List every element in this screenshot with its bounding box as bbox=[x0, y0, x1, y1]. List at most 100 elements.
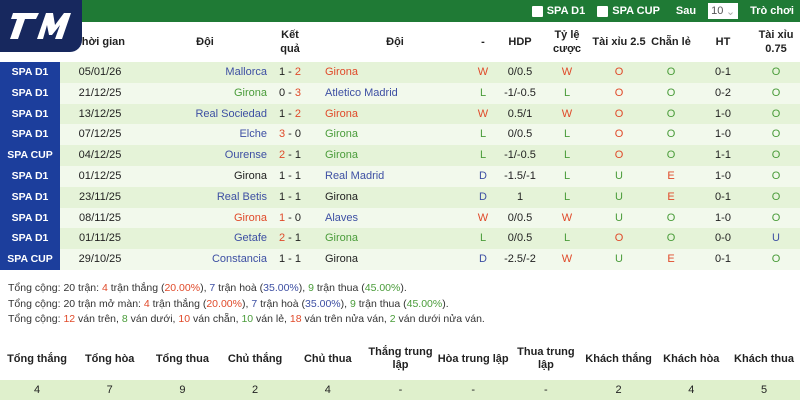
summary-line: Tổng cộng: 20 trận: 4 trận thắng (20.00%… bbox=[8, 282, 407, 294]
date-cell: 01/12/25 bbox=[78, 170, 122, 182]
checkbox[interactable] bbox=[531, 5, 543, 17]
stat-value: 4 bbox=[688, 383, 695, 396]
home-team[interactable]: Girona bbox=[233, 170, 267, 182]
filter-spa-cup[interactable]: SPA CUP bbox=[597, 5, 660, 17]
table-row[interactable]: SPA D1 07/12/25 Elche 3 - 0 Girona L 0/0.5 L O O 1… bbox=[0, 124, 800, 146]
away-team[interactable]: Real Madrid bbox=[325, 170, 385, 182]
score-part: 0 bbox=[294, 128, 302, 141]
stat-value: 2 bbox=[615, 383, 622, 396]
stats-header: Tổng thắng Tổng hòa Tổng thua Chủ thắng Chủ … bbox=[0, 340, 800, 378]
summary-segment: ), bbox=[340, 297, 350, 310]
games-label: Trò chơi bbox=[750, 5, 794, 17]
over-under: O bbox=[614, 232, 624, 245]
handicap: -1/-0.5 bbox=[504, 86, 536, 99]
over-under-075: U bbox=[772, 232, 780, 245]
summary-segment: Tổng cộng: bbox=[8, 313, 64, 325]
column-header: - bbox=[481, 36, 485, 48]
odd-even: O bbox=[666, 211, 676, 224]
league-cell: SPA D1 bbox=[0, 207, 60, 229]
summary-segment: 2 bbox=[389, 313, 396, 325]
away-team[interactable]: Alaves bbox=[325, 211, 359, 224]
score-part: 3 bbox=[294, 86, 302, 99]
home-team[interactable]: Elche bbox=[239, 128, 267, 141]
table-row[interactable]: SPA D1 23/11/25 Real Betis 1 - 1 Girona D 1 L U E… bbox=[0, 186, 800, 208]
home-team[interactable]: Real Sociedad bbox=[195, 107, 267, 120]
away-team[interactable]: Girona bbox=[325, 66, 359, 78]
result: L bbox=[479, 86, 487, 99]
odd-even: O bbox=[666, 149, 676, 162]
summary-segment: ván trên, bbox=[75, 313, 122, 325]
table-row[interactable]: SPA D1 21/12/25 Girona 0 - 3 Atletico Madrid… bbox=[0, 82, 800, 104]
score-part: - bbox=[285, 232, 295, 245]
odds-result: W bbox=[561, 107, 573, 120]
score-part: - bbox=[285, 66, 295, 78]
over-under: U bbox=[615, 170, 623, 182]
half-time: 1-0 bbox=[715, 211, 731, 224]
table-row[interactable]: SPA D1 01/12/25 Girona 1 - 1 Real Madrid D -1.… bbox=[0, 166, 800, 187]
date-cell: 23/11/25 bbox=[78, 190, 121, 203]
home-team[interactable]: Ourense bbox=[224, 149, 267, 162]
stat-header: Hòa trung lập bbox=[437, 352, 509, 365]
handicap: 0/0.5 bbox=[507, 232, 533, 245]
away-team[interactable]: Girona bbox=[325, 190, 359, 203]
half-time: 0-1 bbox=[715, 190, 731, 203]
away-team[interactable]: Girona bbox=[325, 232, 359, 245]
table-row[interactable]: SPA D1 05/01/26 Mallorca 1 - 2 Girona W 0/0.5 W… bbox=[0, 62, 800, 83]
column-header: Tài xỉu 2.5 bbox=[592, 36, 646, 48]
table-row[interactable]: SPA D1 13/12/25 Real Sociedad 1 - 2 Girona W 0… bbox=[0, 103, 800, 125]
league-cell: SPA CUP bbox=[0, 145, 60, 166]
summary-segment: ván dưới, bbox=[127, 313, 179, 325]
result: D bbox=[479, 170, 487, 182]
column-header: HT bbox=[715, 36, 731, 48]
summary-segment: 4 bbox=[101, 282, 108, 294]
score-part: 1 bbox=[294, 170, 302, 182]
score: 1 - 1 bbox=[270, 187, 310, 208]
away-team[interactable]: Girona bbox=[325, 107, 359, 120]
stat-header: Chủ thua bbox=[303, 352, 352, 365]
league-cell: SPA D1 bbox=[0, 62, 60, 83]
over-under: U bbox=[615, 190, 623, 203]
date-cell: 29/10/25 bbox=[78, 253, 122, 266]
odd-even: O bbox=[666, 107, 676, 120]
summary-segment: trận thắng ( bbox=[149, 297, 207, 310]
home-team[interactable]: Girona bbox=[233, 86, 267, 99]
odd-even: O bbox=[666, 86, 676, 99]
stat-header: Thua trung lập bbox=[517, 346, 575, 371]
away-team[interactable]: Girona bbox=[325, 253, 359, 266]
match-count-select[interactable]: 10 ⌄ bbox=[708, 3, 739, 19]
score-part: - bbox=[285, 211, 295, 224]
stat-value: 9 bbox=[179, 383, 186, 396]
table-row[interactable]: SPA CUP 29/10/25 Constancia 1 - 1 Girona D -2.… bbox=[0, 249, 800, 270]
home-team[interactable]: Girona bbox=[233, 211, 267, 224]
away-team[interactable]: Atletico Madrid bbox=[325, 86, 398, 99]
score-part: 1 bbox=[278, 107, 286, 120]
summary-segment: 7 bbox=[251, 297, 258, 310]
stat-header: Tổng thắng bbox=[7, 352, 67, 365]
score-part: 1 bbox=[278, 190, 286, 203]
summary-segment: 35.00% bbox=[305, 297, 341, 310]
result: W bbox=[477, 211, 489, 224]
over-under: O bbox=[614, 66, 624, 78]
handicap: -1/-0.5 bbox=[504, 149, 536, 162]
column-header: Thời gian bbox=[75, 36, 125, 48]
away-team[interactable]: Girona bbox=[325, 128, 359, 141]
home-team[interactable]: Getafe bbox=[233, 232, 267, 245]
table-row[interactable]: SPA D1 01/11/25 Getafe 2 - 1 Girona L 0/0.5 L O O… bbox=[0, 228, 800, 250]
half-time: 1-0 bbox=[715, 170, 731, 182]
away-team[interactable]: Girona bbox=[325, 149, 359, 162]
home-team[interactable]: Real Betis bbox=[216, 190, 267, 203]
column-header: HDP bbox=[508, 36, 532, 48]
home-team[interactable]: Mallorca bbox=[225, 66, 267, 78]
summary-segment: trận thua ( bbox=[355, 297, 407, 310]
checkbox[interactable] bbox=[597, 5, 609, 17]
odds-result: W bbox=[561, 211, 573, 224]
summary-segment: ván lẻ, bbox=[253, 313, 290, 325]
home-team[interactable]: Constancia bbox=[211, 253, 267, 266]
over-under: O bbox=[614, 86, 624, 99]
filter-spa-d1[interactable]: SPA D1 bbox=[531, 5, 585, 17]
summary-segment: 7 bbox=[209, 282, 216, 294]
chevron-down-icon: ⌄ bbox=[725, 5, 736, 18]
logo bbox=[0, 0, 82, 52]
table-row[interactable]: SPA D1 08/11/25 Girona 1 - 0 Alaves W 0/0.5 W U O… bbox=[0, 207, 800, 229]
table-row[interactable]: SPA CUP 04/12/25 Ourense 2 - 1 Girona L -1/-0.… bbox=[0, 145, 800, 166]
